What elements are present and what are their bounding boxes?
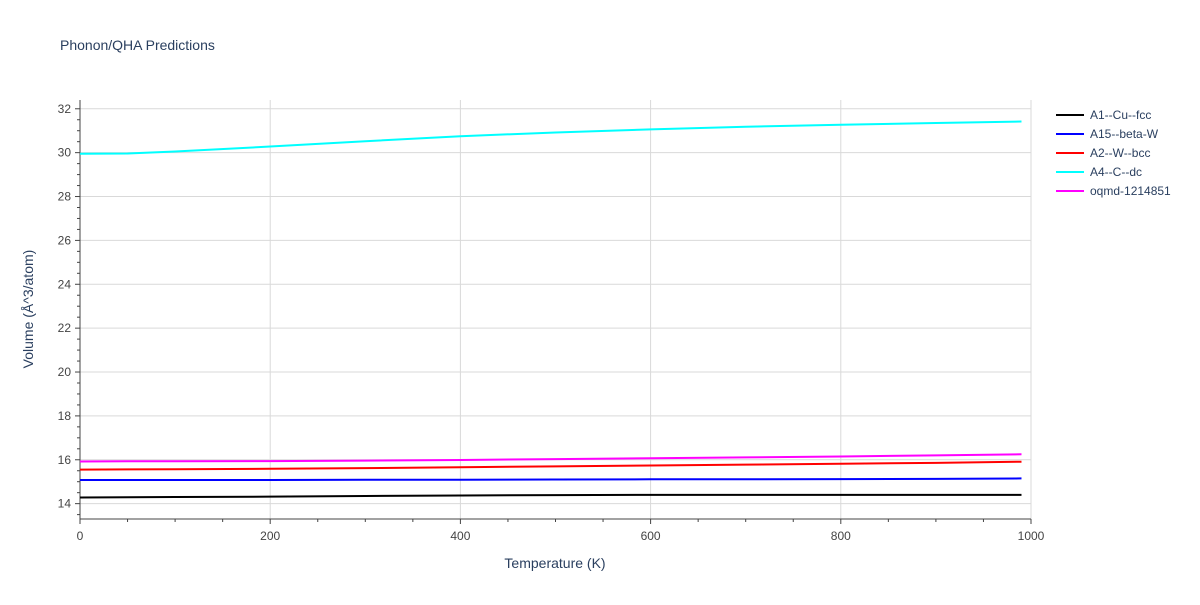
series-lines: [79, 120, 1022, 499]
x-tick-label: 800: [831, 529, 851, 543]
legend-item[interactable]: A4--C--dc: [1056, 165, 1142, 179]
x-axis-title: Temperature (K): [504, 555, 605, 571]
y-tick-label: 20: [58, 365, 72, 379]
grid-lines: [80, 100, 1032, 519]
legend[interactable]: A1--Cu--fcc A15--beta-W A2--W--bcc A4--C--d…: [1056, 108, 1171, 198]
y-tick-label: 14: [58, 497, 72, 511]
legend-item[interactable]: A2--W--bcc: [1056, 146, 1150, 160]
x-tick-label: 400: [450, 529, 470, 543]
y-tick-label: 28: [58, 190, 72, 204]
x-tick-label: 1000: [1018, 529, 1045, 543]
series-line-a15-beta-w[interactable]: [80, 477, 1022, 481]
y-tick-label: 18: [58, 409, 72, 423]
series-line-oqmd-1214851[interactable]: [79, 453, 1022, 463]
y-tick-label: 22: [58, 321, 72, 335]
legend-label: A15--beta-W: [1090, 127, 1159, 141]
x-tick-label: 0: [77, 529, 84, 543]
y-axis-title: Volume (Å^3/atom): [20, 250, 36, 369]
legend-label: A2--W--bcc: [1090, 146, 1150, 160]
chart-title: Phonon/QHA Predictions: [60, 37, 215, 53]
legend-label: A1--Cu--fcc: [1090, 108, 1151, 122]
y-tick-label: 16: [58, 453, 72, 467]
legend-label: oqmd-1214851: [1090, 184, 1171, 198]
x-tick-label: 600: [641, 529, 661, 543]
legend-item[interactable]: A1--Cu--fcc: [1056, 108, 1151, 122]
x-tick-label: 200: [260, 529, 280, 543]
series-line-a1-cu-fcc[interactable]: [79, 493, 1022, 499]
y-tick-label: 24: [58, 277, 72, 291]
series-line-a4-c-dc[interactable]: [79, 120, 1022, 155]
legend-item[interactable]: oqmd-1214851: [1056, 184, 1171, 198]
y-tick-label: 26: [58, 233, 72, 247]
series-line-a2-w-bcc[interactable]: [79, 460, 1022, 471]
y-tick-label: 30: [58, 146, 72, 160]
axes: 0 200 400 600 800 1000 14 16 18 20 22 24 26 28 30 32: [58, 100, 1045, 543]
y-tick-label: 32: [58, 102, 72, 116]
legend-label: A4--C--dc: [1090, 165, 1142, 179]
legend-item[interactable]: A15--beta-W: [1056, 127, 1159, 141]
